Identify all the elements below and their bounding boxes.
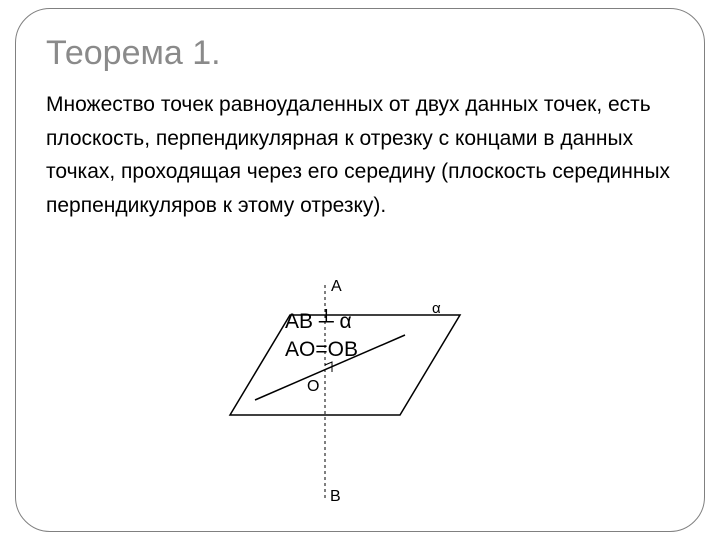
theorem-body: Множество точек равноудаленных от двух д… bbox=[46, 88, 674, 222]
point-label-a: A bbox=[331, 278, 342, 296]
point-label-b: B bbox=[330, 488, 341, 506]
theorem-title: Теорема 1. bbox=[46, 34, 674, 73]
formula-perpendicular: AB ┴ α bbox=[285, 310, 352, 334]
formula-midpoint: AO=OB bbox=[285, 338, 358, 362]
plane-label-alpha: α bbox=[432, 300, 441, 317]
point-label-o: O bbox=[307, 378, 319, 396]
